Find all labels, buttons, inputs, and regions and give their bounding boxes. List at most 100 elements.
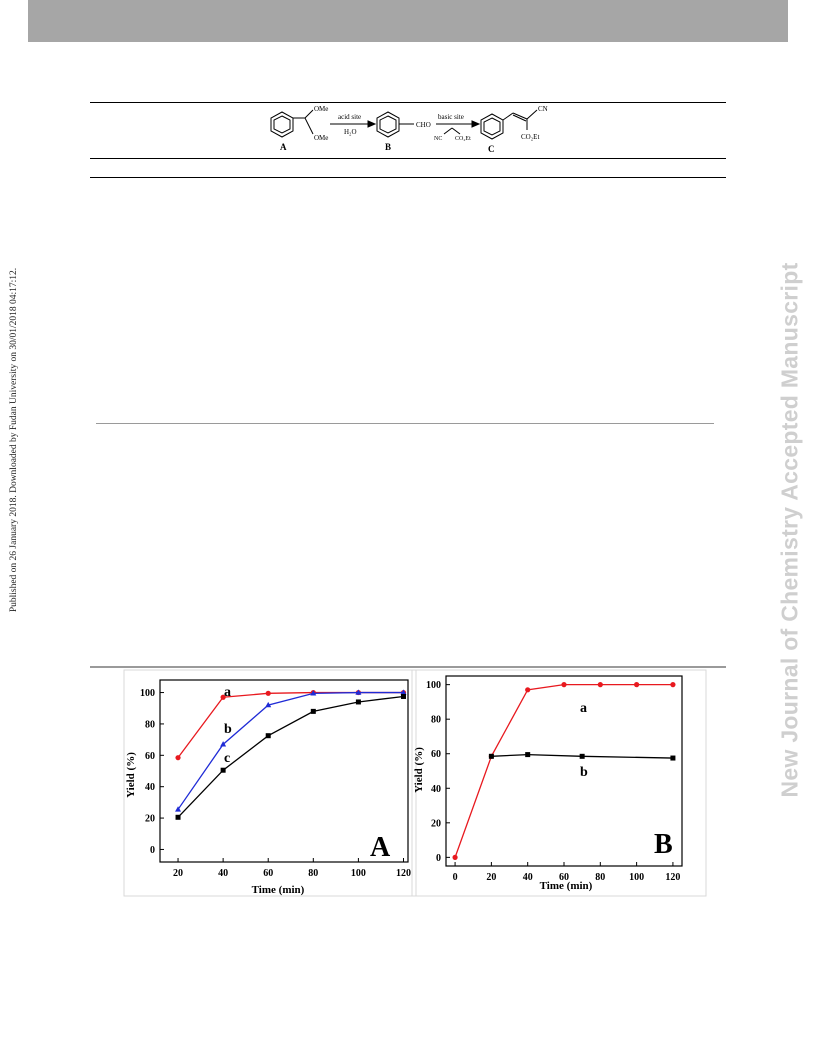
cho-label: CHO [416,121,431,129]
chart-b-xlabel: Time (min) [540,880,593,892]
chart-b-series-b-point [670,755,676,761]
chart-b-series-a-point [561,682,567,688]
chart-a-series-a-line [177,691,404,759]
chart-b-series-a-point [452,854,458,860]
chart-b-series-b-line [491,753,673,759]
arrow2-nc-label: NC [434,136,442,142]
chart-b-ytick-label: 60 [431,749,441,760]
compound-c-label: C [488,144,495,154]
chart-b-ytick-label: 100 [426,680,441,691]
chart-a-ytick-label: 20 [145,814,155,825]
chart-a-ytick-label: 0 [150,845,155,856]
chart-b-ytick-label: 40 [431,784,441,795]
chart-a-xlabel: Time (min) [252,884,305,896]
chart-b-panel-label: B [654,829,673,860]
arrow1-top-label: acid site [338,113,361,121]
section-divider-2 [90,666,726,668]
benzene-ring-a-inner [273,115,291,134]
chart-b-series-a-point [670,682,676,688]
chart-b-series-a-point [597,682,603,688]
chart-a-xtick-label: 60 [263,868,273,879]
compound-a-label: A [280,142,287,152]
product-co2et-label: CO₂Et [521,133,539,141]
chart-b-plot-area [445,675,683,867]
chart-a-series-a-point [175,755,181,761]
arrow2-co2et-label: CO₂Et [455,136,471,142]
chart-a-series-c-point [220,767,226,773]
chart-a-xtick-label: 80 [308,868,318,879]
chart-b-frame [411,669,707,897]
chart-a-series-b-point [220,741,227,747]
chart-a-xtick-label: 100 [351,868,366,879]
chart-a-series-b-line [177,691,404,810]
chart-a-series-a-point [265,690,271,696]
arrow1-bottom-label: H₂O [344,128,357,136]
chart-a-series-b-point [355,689,362,695]
chart-a-ytick-label: 40 [145,782,155,793]
chart-a-frame [123,669,417,897]
chart-b-ytick-label: 20 [431,818,441,829]
chart-a-series-a-label: a [224,685,231,700]
chart-a-series-c-line [177,695,404,818]
benzene-ring-b [376,111,400,138]
chart-a-series-a-point [400,689,407,696]
arrow2-top-label: basic site [438,113,464,121]
reaction-scheme: OMe OMe acid site H₂O CHO basic site NC … [270,105,548,154]
chart-a-xtick-label: 20 [173,868,183,879]
chart-a-series: a bc [175,685,407,820]
chart-a-panel-label: A [370,832,391,863]
chart-a-plot-area [159,679,409,863]
scheme-mid-rule [90,158,726,159]
chart-b-series-b-point [488,753,494,759]
chart-b-series-a-point [488,753,494,759]
chart-a-series-b-point [175,806,182,812]
chart-a-xtick-label: 120 [396,868,411,879]
chart-a-series-c-point [175,814,181,820]
ome-top-label: OMe [314,105,328,113]
chart-a-series-a-point [220,694,226,700]
chart-a-ytick-label: 60 [145,751,155,762]
chart-a-series-b-point [310,690,317,696]
chart-b-series-b-point [525,752,531,758]
chart-b-ytick-label: 0 [436,853,441,864]
watermark-text: New Journal of Chemistry Accepted Manusc… [776,262,803,798]
chart-b-series-a-point [525,687,531,693]
chart-a-series-c-point [265,733,271,739]
journal-header-bar [28,0,788,42]
chart-b-xtick-label: 0 [453,872,458,883]
chart-b-xtick-label: 60 [559,872,569,883]
chart-b-series-b-point [579,753,585,759]
chart-a-series-b-point [265,701,272,708]
chart-b-xtick-label: 20 [486,872,496,883]
compound-b-label: B [385,142,391,152]
chart-b-series-a-line [454,683,673,858]
chart-b-xtick-label: 40 [523,872,533,883]
chart-a-series-b-label: b [224,722,232,737]
chart-b-xtick-label: 120 [665,872,680,883]
scheme-top-rule [90,102,726,103]
chart-b-ytick-label: 80 [431,715,441,726]
publication-stamp-text: Published on 26 January 2018. Downloaded… [9,267,19,613]
chart-a-series-a-point [310,689,316,696]
cn-label: CN [538,105,548,113]
chart-b-series-a-label: a [580,701,587,716]
chart-b-ylabel: Yield (%) [413,747,425,793]
chart-b-xtick-label: 80 [595,872,605,883]
chart-a-series-b-point [400,689,407,695]
section-divider-1 [96,423,714,424]
chart-b-xtick-label: 100 [629,872,644,883]
chart-a-tick-labels: 20 40 60 80 100 120 0 20 40 60 80 100 [140,688,411,879]
chart-a-series-c-point [310,708,316,714]
chart-a-ylabel: Yield (%) [125,752,137,798]
chart-a-xtick-label: 40 [218,868,228,879]
chart-a-series-a-point [355,689,361,696]
chart-b-series-a-point [634,682,640,688]
chart-b-series-b-label: b [580,765,588,780]
chart-a-series-c-label: c [224,751,230,766]
chart-a-ytick-label: 80 [145,719,155,730]
chart-b-tick-labels: 0 20 40 60 80 100 120 0 20 40 60 80 100 [426,680,680,883]
chart-a-ytick-label: 100 [140,688,155,699]
chart-a-series-c-point [355,699,361,705]
chart-b-series: ab [452,682,676,860]
chart-a-series-c-point [400,693,406,699]
